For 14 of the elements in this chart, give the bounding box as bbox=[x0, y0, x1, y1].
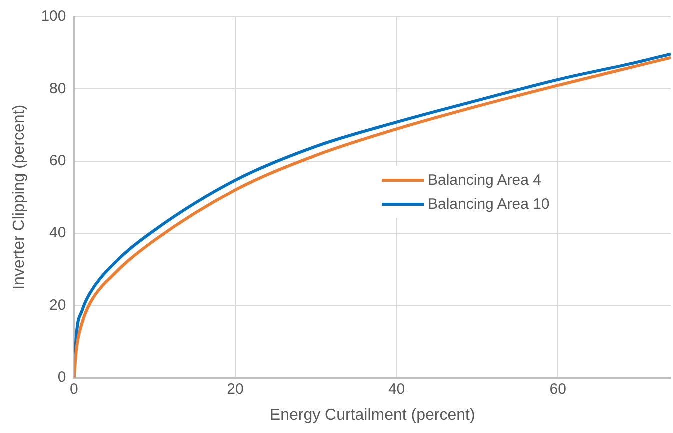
x-axis-title: Energy Curtailment (percent) bbox=[270, 406, 476, 424]
y-tick-label: 40 bbox=[50, 224, 66, 242]
legend-label: Balancing Area 10 bbox=[428, 196, 550, 212]
x-tick-label: 0 bbox=[70, 380, 78, 398]
y-tick-label: 20 bbox=[50, 296, 66, 314]
legend-label: Balancing Area 4 bbox=[428, 172, 542, 188]
x-tick-label: 40 bbox=[388, 380, 406, 398]
y-tick-label: 80 bbox=[50, 80, 66, 98]
x-tick-label: 20 bbox=[227, 380, 244, 398]
x-tick-label: 60 bbox=[550, 380, 566, 398]
y-axis-title: Inverter Clipping (percent) bbox=[11, 104, 28, 290]
y-tick-label: 60 bbox=[50, 152, 66, 170]
y-tick-label: 100 bbox=[41, 8, 66, 26]
y-tick-label: 0 bbox=[58, 368, 66, 386]
